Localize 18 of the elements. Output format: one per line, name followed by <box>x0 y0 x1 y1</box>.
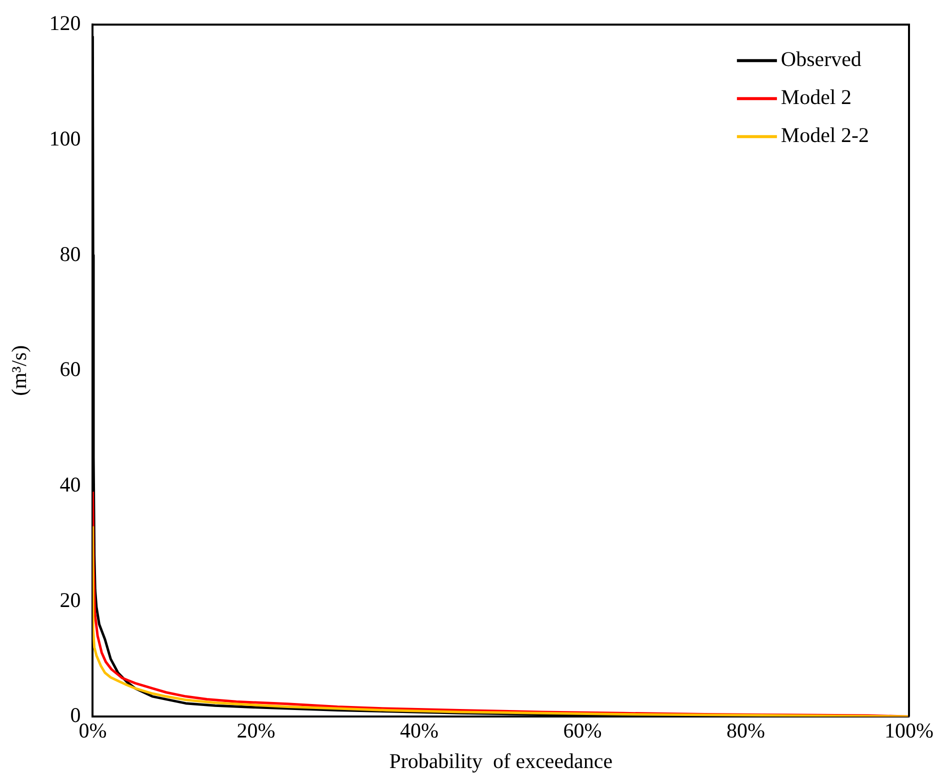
y-tick-label: 20 <box>60 588 81 612</box>
y-tick-label: 120 <box>49 11 81 36</box>
x-tick-label: 100% <box>884 718 934 743</box>
x-axis-title: Probability of exceedance <box>389 748 613 773</box>
y-tick-label: 0 <box>70 703 81 728</box>
legend-label: Observed <box>780 47 862 72</box>
y-tick-label: 100 <box>49 126 81 150</box>
x-tick-label: 0% <box>78 718 107 743</box>
legend-label: Model 2 <box>780 85 852 110</box>
y-tick-label: 40 <box>60 472 81 496</box>
x-tick-label: 20% <box>236 718 276 743</box>
y-tick-label: 80 <box>60 242 81 266</box>
legend-label: Model 2-2 <box>780 123 870 148</box>
x-tick-label: 60% <box>563 718 602 743</box>
x-tick-label: 80% <box>726 718 765 743</box>
y-axis-title: (m³/s) <box>7 345 32 396</box>
y-tick-label: 60 <box>60 357 81 382</box>
x-tick-label: 40% <box>400 718 438 743</box>
